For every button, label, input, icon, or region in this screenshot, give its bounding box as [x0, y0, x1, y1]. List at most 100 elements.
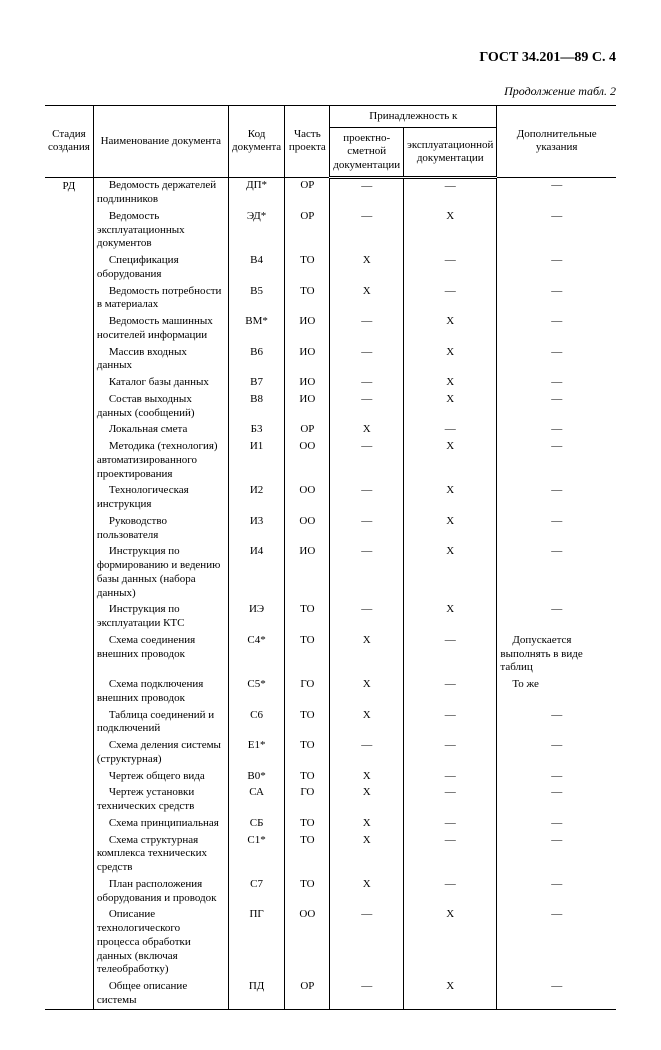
table-row: Ведомость эксплуатационных документовЭД*… [45, 208, 616, 252]
cell-proj: Х [330, 707, 404, 738]
cell-notes: — [497, 513, 616, 544]
cell-proj: Х [330, 832, 404, 876]
cell-proj: — [330, 483, 404, 514]
cell-part: ТО [285, 632, 330, 676]
table-caption: Продолжение табл. 2 [45, 84, 616, 99]
cell-notes: — [497, 344, 616, 375]
cell-part: ТО [285, 707, 330, 738]
cell-stage [45, 707, 93, 738]
cell-notes: — [497, 785, 616, 816]
cell-stage [45, 785, 93, 816]
cell-code: Е1* [228, 738, 285, 769]
cell-part: ТО [285, 283, 330, 314]
cell-code: Б3 [228, 422, 285, 439]
table-row: Чертеж общего видаВ0*ТОХ—— [45, 768, 616, 785]
cell-part: ИО [285, 375, 330, 392]
cell-name: Описание технологического процесса обраб… [93, 907, 228, 979]
cell-code: И1 [228, 439, 285, 483]
table-row: Описание технологического процесса обраб… [45, 907, 616, 979]
cell-expl: — [404, 677, 497, 708]
cell-part: ТО [285, 253, 330, 284]
cell-part: ГО [285, 785, 330, 816]
table-row: Таблица соединений и подключенийС6ТОХ—— [45, 707, 616, 738]
cell-part: ТО [285, 768, 330, 785]
cell-name: План расположения оборудования и проводо… [93, 876, 228, 907]
cell-proj: — [330, 375, 404, 392]
cell-code: ПГ [228, 907, 285, 979]
cell-notes: То же [497, 677, 616, 708]
cell-expl: — [404, 707, 497, 738]
cell-part: ОР [285, 208, 330, 252]
cell-name: Ведомость держателей подлинников [93, 177, 228, 208]
cell-proj: — [330, 391, 404, 422]
col-belong-group: Принадлежность к [330, 106, 497, 128]
cell-proj: — [330, 738, 404, 769]
cell-part: ТО [285, 738, 330, 769]
col-notes: Дополнительные указания [497, 106, 616, 178]
cell-code: ЭД* [228, 208, 285, 252]
cell-name: Спецификация оборудования [93, 253, 228, 284]
cell-part: ОО [285, 513, 330, 544]
cell-proj: — [330, 177, 404, 208]
documents-table: Стадия создания Наименование документа К… [45, 105, 616, 1010]
cell-proj: Х [330, 283, 404, 314]
cell-name: Инструкция по формированию и ведению баз… [93, 544, 228, 602]
cell-stage [45, 632, 93, 676]
table-row: Методика (технология) автоматизированног… [45, 439, 616, 483]
cell-part: ОО [285, 907, 330, 979]
table-row: Чертеж установки технических средствСАГО… [45, 785, 616, 816]
cell-expl: — [404, 832, 497, 876]
cell-expl: — [404, 876, 497, 907]
cell-part: ИО [285, 391, 330, 422]
cell-code: ПД [228, 979, 285, 1010]
cell-stage [45, 344, 93, 375]
cell-expl: Х [404, 513, 497, 544]
col-name: Наименование документа [93, 106, 228, 178]
cell-notes: — [497, 544, 616, 602]
cell-stage [45, 876, 93, 907]
cell-name: Инструкция по эксплуатации КТС [93, 602, 228, 633]
cell-stage [45, 677, 93, 708]
cell-code: В6 [228, 344, 285, 375]
table-row: Схема соединения внешних проводокС4*ТОХ—… [45, 632, 616, 676]
table-row: Схема принципиальнаяСБТОХ—— [45, 815, 616, 832]
cell-code: В0* [228, 768, 285, 785]
cell-part: ТО [285, 602, 330, 633]
table-row: Состав выходных данных (сообщений)В8ИО—Х… [45, 391, 616, 422]
cell-part: ОР [285, 177, 330, 208]
cell-name: Локальная смета [93, 422, 228, 439]
cell-notes: — [497, 253, 616, 284]
cell-code: В7 [228, 375, 285, 392]
page-header: ГОСТ 34.201—89 С. 4 [45, 50, 616, 66]
cell-part: ГО [285, 677, 330, 708]
cell-stage [45, 375, 93, 392]
cell-name: Ведомость потребности в материалах [93, 283, 228, 314]
cell-stage [45, 391, 93, 422]
cell-expl: — [404, 422, 497, 439]
cell-expl: Х [404, 483, 497, 514]
cell-part: ТО [285, 832, 330, 876]
cell-name: Методика (технология) автоматизированног… [93, 439, 228, 483]
cell-part: ОР [285, 422, 330, 439]
cell-notes: — [497, 422, 616, 439]
cell-proj: Х [330, 876, 404, 907]
cell-stage [45, 738, 93, 769]
cell-expl: Х [404, 602, 497, 633]
table-row: Спецификация оборудованияВ4ТОХ—— [45, 253, 616, 284]
cell-name: Общее описание системы [93, 979, 228, 1010]
cell-code: С5* [228, 677, 285, 708]
cell-name: Технологическая инструкция [93, 483, 228, 514]
cell-part: ОО [285, 483, 330, 514]
cell-expl: Х [404, 907, 497, 979]
cell-notes: — [497, 979, 616, 1010]
cell-proj: Х [330, 677, 404, 708]
cell-part: ИО [285, 314, 330, 345]
cell-name: Таблица соединений и подключений [93, 707, 228, 738]
cell-proj: Х [330, 815, 404, 832]
cell-code: ВМ* [228, 314, 285, 345]
table-row: Ведомость машинных носителей информацииВ… [45, 314, 616, 345]
cell-notes: — [497, 738, 616, 769]
cell-expl: — [404, 177, 497, 208]
table-row: Локальная сметаБ3ОРХ—— [45, 422, 616, 439]
cell-part: ИО [285, 344, 330, 375]
